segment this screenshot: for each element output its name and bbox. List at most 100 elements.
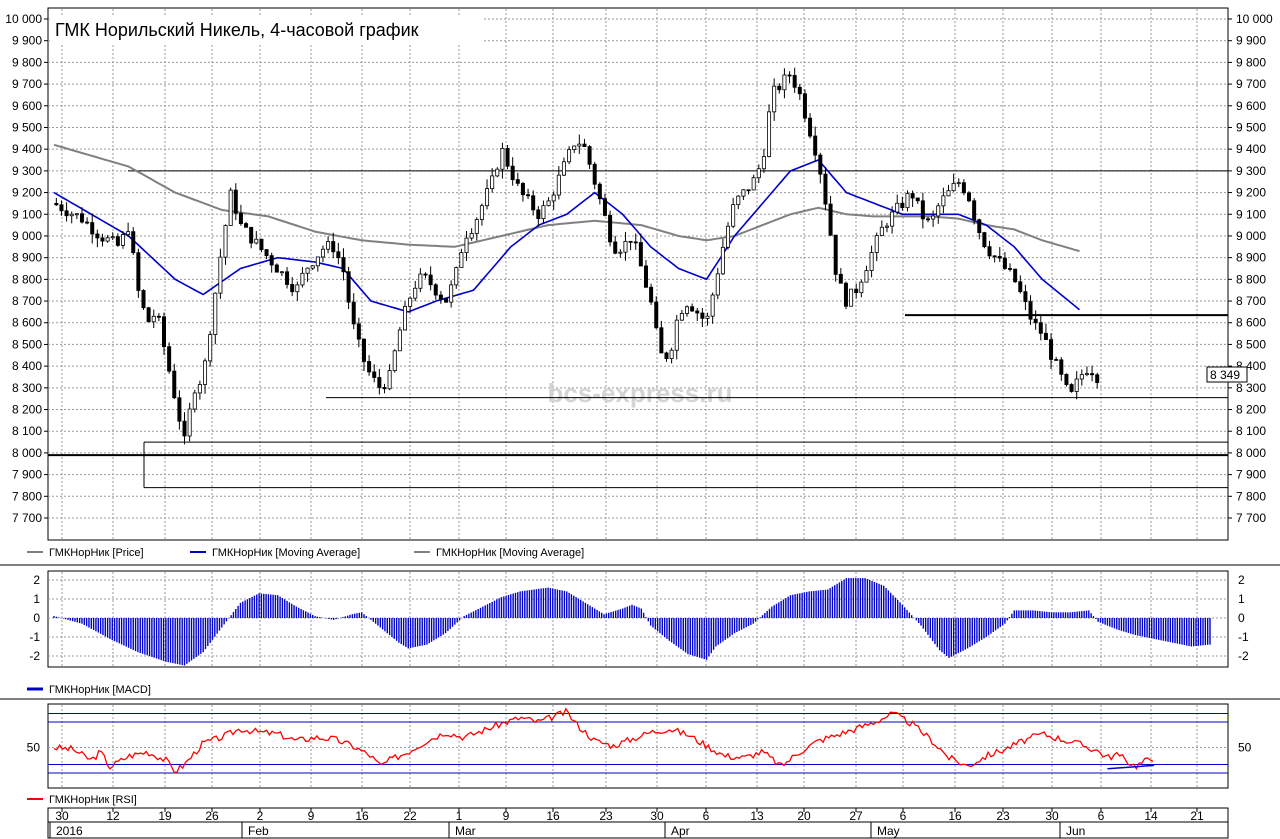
candle-body (710, 294, 715, 317)
time-day-label: 27 (849, 809, 863, 823)
candle-body (941, 195, 946, 207)
candle-body (1074, 378, 1079, 392)
candle-body (925, 218, 930, 221)
candle-body (572, 145, 577, 150)
y-tick-label: 9 200 (12, 186, 42, 200)
candle-body (95, 233, 100, 239)
candle-body (951, 182, 956, 192)
candle-body (105, 237, 110, 242)
time-day-label: 16 (948, 809, 962, 823)
candle-body (1043, 332, 1048, 340)
time-axis: 30 12 19 26 2 9 16 22 1 9 16 23 30 6 13 20 27 6 16 23 30 6 14 2… (47, 807, 1229, 839)
time-day-label: 2 (257, 809, 264, 823)
price-candles (54, 67, 1100, 445)
candle-body (1008, 268, 1013, 270)
y-tick-label: 9 600 (12, 99, 42, 113)
candle-body (808, 117, 813, 137)
candle-body (402, 306, 407, 331)
candle-body (233, 189, 238, 214)
y-tick-label: 9 900 (12, 34, 42, 48)
candle-body (341, 257, 346, 273)
candle-body (633, 241, 638, 244)
candle-body (972, 200, 977, 221)
candle-body (223, 225, 228, 258)
candle-body (823, 173, 828, 205)
candle-body (561, 161, 566, 176)
y-tick-label: 7 800 (1236, 489, 1266, 503)
y-tick-label: 8 900 (1236, 251, 1266, 265)
candle-body (910, 193, 915, 199)
candle-body (946, 190, 951, 197)
time-day-label: 30 (55, 809, 69, 823)
y-tick-label: 8 700 (1236, 294, 1266, 308)
candle-body (792, 75, 797, 88)
candle-body (351, 301, 356, 325)
candle-body (172, 370, 177, 399)
candle-body (162, 316, 167, 348)
candle-body (1033, 318, 1038, 324)
chart-title: ГМК Норильский Никель, 4-часовой график (55, 20, 419, 40)
rsi-line (53, 707, 1154, 774)
candle-body (777, 85, 782, 91)
candle-body (182, 420, 187, 437)
candle-body (331, 241, 336, 253)
candle-body (874, 235, 879, 253)
candle-body (802, 93, 807, 119)
y-tick-label: 8 000 (12, 446, 42, 460)
y-tick-label: 8 600 (1236, 316, 1266, 330)
macd-y-tick-label: 2 (1238, 573, 1245, 587)
candle-body (787, 74, 792, 77)
candle-body (69, 213, 74, 217)
time-day-label: 6 (1098, 809, 1105, 823)
time-day-label: 20 (797, 809, 811, 823)
candle-body (577, 143, 582, 147)
candle-body (131, 231, 136, 254)
candle-body (900, 202, 905, 209)
candle-body (418, 273, 423, 289)
time-month-label: Apr (671, 824, 690, 838)
candle-body (141, 290, 146, 309)
candle-body (643, 265, 648, 288)
time-day-label: 30 (1045, 809, 1059, 823)
candle-body (320, 248, 325, 258)
candle-body (167, 346, 172, 372)
time-day-label: 13 (750, 809, 764, 823)
candle-body (833, 234, 838, 275)
candle-body (177, 397, 182, 422)
price-legend: ГМКНорНик [Price] ГМКНорНик [Moving Aver… (27, 547, 584, 559)
candle-body (992, 255, 997, 258)
time-day-label: 9 (503, 809, 510, 823)
time-day-label: 19 (158, 809, 172, 823)
y-tick-label: 9 300 (12, 164, 42, 178)
candle-body (444, 298, 449, 303)
candle-body (967, 192, 972, 202)
time-day-label: 23 (599, 809, 613, 823)
candle-body (623, 240, 628, 253)
candle-body (474, 219, 479, 234)
candle-body (982, 232, 987, 248)
y-tick-label: 9 300 (1236, 164, 1266, 178)
candle-body (869, 252, 874, 271)
candle-body (192, 392, 197, 410)
y-tick-label: 9 000 (1236, 229, 1266, 243)
rsi-y-axis: 50 50 (27, 741, 1252, 755)
y-tick-label: 7 700 (12, 511, 42, 525)
candle-body (879, 226, 884, 236)
candle-body (628, 240, 633, 243)
y-tick-label: 9 200 (1236, 186, 1266, 200)
candle-body (797, 86, 802, 95)
candle-body (884, 225, 889, 228)
candle-body (751, 177, 756, 191)
candle-body (454, 267, 459, 286)
candle-body (613, 241, 618, 254)
time-day-label: 30 (650, 809, 664, 823)
candle-body (187, 408, 192, 437)
candle-body (54, 203, 59, 206)
last-price-text: 8 349 (1210, 368, 1240, 382)
candle-body (956, 182, 961, 185)
time-day-label: 9 (308, 809, 315, 823)
candle-body (520, 182, 525, 196)
macd-y-tick-label: 1 (33, 592, 40, 606)
candle-body (915, 197, 920, 202)
candle-body (305, 267, 310, 274)
